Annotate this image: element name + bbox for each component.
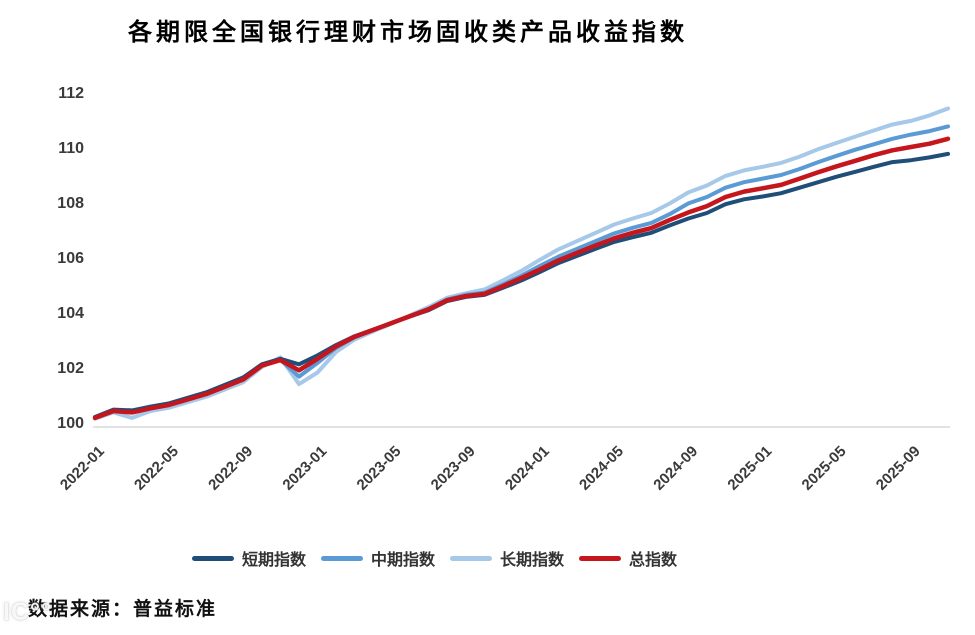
y-tick-label: 104 [57, 305, 84, 322]
x-tick-label: 2023-09 [428, 443, 479, 494]
x-tick-label: 2023-01 [279, 443, 330, 494]
legend-label: 长期指数 [500, 550, 565, 569]
legend-swatch [192, 555, 234, 561]
legend-swatch [579, 555, 622, 561]
series-line-总指数 [92, 136, 951, 421]
source-note: 数据来源：普益标准 [28, 598, 218, 620]
x-tick-label: 2024-01 [502, 443, 553, 494]
x-tick-label: 2022-05 [131, 443, 182, 494]
legend-item: 总指数 [579, 546, 677, 570]
x-tick-label: 2025-01 [724, 443, 775, 494]
x-tick-label: 2024-05 [576, 443, 627, 494]
chart-title: 各期限全国银行理财市场固收类产品收益指数 [128, 17, 688, 46]
y-tick-label: 100 [57, 415, 84, 432]
x-tick-label: 2022-09 [205, 443, 256, 494]
series-line-长期指数 [93, 106, 950, 421]
chart-legend: 短期指数 中期指数 长期指数 总指数 [192, 546, 677, 570]
legend-item: 短期指数 [192, 546, 306, 570]
x-tick-label: 2024-09 [650, 443, 701, 494]
y-tick-label: 112 [58, 85, 84, 102]
legend-label: 短期指数 [242, 550, 307, 569]
x-tick-label: 2022-01 [57, 443, 108, 494]
y-tick-label: 108 [57, 195, 84, 212]
y-axis-labels: 100 102 104 106 108 110 112 [57, 85, 84, 432]
y-tick-label: 106 [57, 250, 84, 267]
legend-label: 中期指数 [371, 550, 436, 569]
y-tick-label: 102 [57, 360, 84, 377]
y-tick-label: 110 [58, 140, 84, 157]
legend-item: 中期指数 [321, 546, 435, 570]
series-line-短期指数 [93, 151, 950, 419]
x-axis-labels: 2022-01 2022-05 2022-09 2023-01 2023-05 2023-… [57, 443, 924, 494]
legend-swatch [450, 555, 493, 561]
x-tick-label: 2025-05 [799, 443, 850, 494]
x-tick-label: 2023-05 [354, 443, 405, 494]
x-tick-label: 2025-09 [873, 443, 924, 494]
legend-swatch [321, 555, 364, 561]
legend-item: 长期指数 [450, 546, 564, 570]
legend-label: 总指数 [629, 550, 678, 569]
